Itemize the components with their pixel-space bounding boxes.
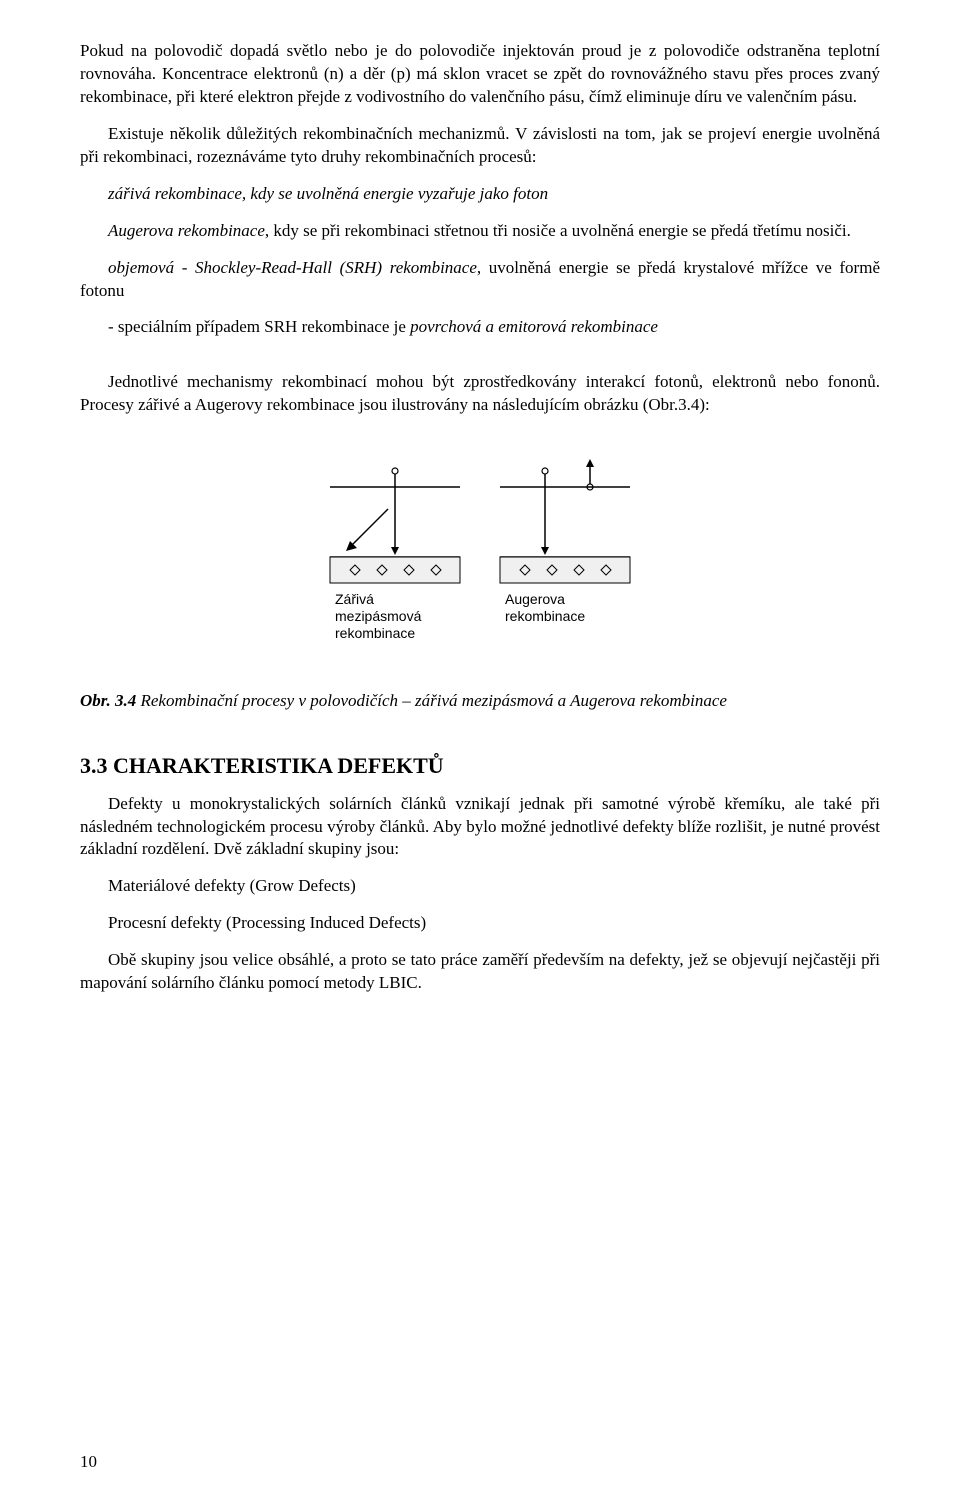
auger-diagram-icon <box>490 457 640 587</box>
bullet-4: - speciálním případem SRH rekombinace je… <box>80 316 880 339</box>
figure-right-label: Augerovarekombinace <box>505 591 625 625</box>
caption-text: Rekombinační procesy v polovodičích – zá… <box>136 691 727 710</box>
paragraph-5: Obě skupiny jsou velice obsáhlé, a proto… <box>80 949 880 995</box>
paragraph-1: Pokud na polovodič dopadá světlo nebo je… <box>80 40 880 109</box>
figure-right-panel: Augerovarekombinace <box>490 457 640 641</box>
paragraph-2: Existuje několik důležitých rekombinační… <box>80 123 880 169</box>
defect-item-1: Materiálové defekty (Grow Defects) <box>80 875 880 898</box>
figure-left-label: Zářivámezipásmovárekombinace <box>335 591 455 641</box>
radiative-diagram-icon <box>320 457 470 587</box>
figure-caption: Obr. 3.4 Rekombinační procesy v polovodi… <box>80 690 880 713</box>
bullet-3-term: objemová - Shockley-Read-Hall (SRH) reko… <box>108 258 477 277</box>
bullet-2-term: Augerova rekombinace <box>108 221 265 240</box>
bullet-2: Augerova rekombinace, kdy se při rekombi… <box>80 220 880 243</box>
defect-item-2: Procesní defekty (Processing Induced Def… <box>80 912 880 935</box>
bullet-4-term: povrchová a emitorová rekombinace <box>410 317 658 336</box>
bullet-1-text: zářivá rekombinace, kdy se uvolněná ener… <box>108 184 548 203</box>
bullet-4-prefix: - speciálním případem SRH rekombinace je <box>108 317 410 336</box>
section-heading-3-3: 3.3 CHARAKTERISTIKA DEFEKTŮ <box>80 753 880 779</box>
bullet-2-rest: , kdy se při rekombinaci střetnou tři no… <box>265 221 851 240</box>
figure-left-panel: Zářivámezipásmovárekombinace <box>320 457 470 641</box>
paragraph-4: Defekty u monokrystalických solárních čl… <box>80 793 880 862</box>
bullet-3: objemová - Shockley-Read-Hall (SRH) reko… <box>80 257 880 303</box>
bullet-1: zářivá rekombinace, kdy se uvolněná ener… <box>80 183 880 206</box>
paragraph-3: Jednotlivé mechanismy rekombinací mohou … <box>80 371 880 417</box>
caption-number: Obr. 3.4 <box>80 691 136 710</box>
figure-recombination: Zářivámezipásmovárekombinace <box>300 457 660 641</box>
page-number: 10 <box>80 1452 97 1472</box>
